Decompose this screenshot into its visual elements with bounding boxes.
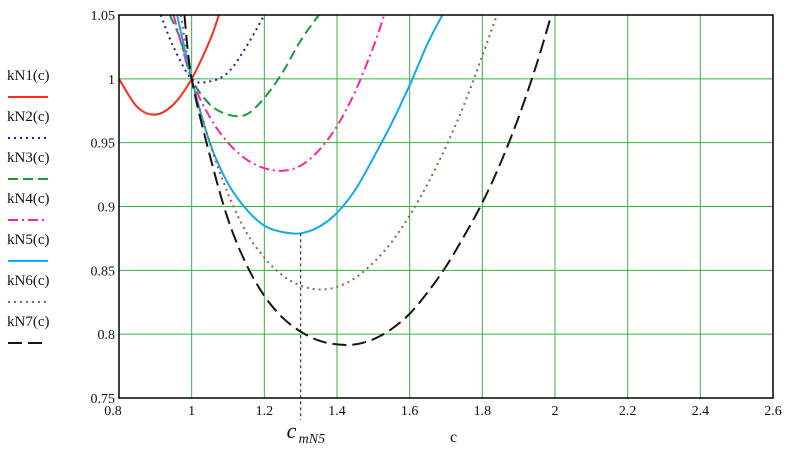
y-tick-label: 1	[108, 73, 115, 88]
annotation-label: c	[287, 418, 297, 443]
y-tick-label: 0.85	[91, 264, 116, 279]
annotation: c mN5	[287, 233, 325, 447]
series-line-2	[159, 15, 266, 84]
y-tick-label: 0.95	[91, 137, 116, 152]
series-line-1	[119, 15, 220, 116]
y-tick-label: 0.9	[98, 201, 116, 216]
x-axis-label: c	[450, 429, 457, 446]
legend-label: kN3(c)	[7, 150, 49, 166]
legend-label: kN4(c)	[7, 191, 49, 207]
legend: kN1(c) kN2(c) kN3(c) kN4(c) kN5(c) kN6(c) kN7(…	[7, 68, 49, 344]
x-tick-label: 1.4	[328, 404, 346, 419]
y-tick-label: 1.05	[91, 9, 116, 24]
x-tick-label: 1.8	[474, 404, 492, 419]
x-tick-label: 1.6	[401, 404, 419, 419]
legend-label: kN7(c)	[7, 314, 49, 330]
x-tick-label: 0.8	[104, 404, 122, 419]
annotation-subscript: mN5	[299, 432, 325, 447]
series-lines	[119, 15, 553, 346]
x-tick-label: 1.2	[256, 404, 274, 419]
y-tick-label: 0.75	[91, 392, 116, 407]
series-line-6	[179, 15, 498, 291]
legend-label: kN2(c)	[7, 109, 49, 125]
plot-border	[118, 14, 774, 399]
legend-label: kN1(c)	[7, 68, 49, 84]
legend-label: kN6(c)	[7, 273, 49, 289]
x-tick-label: 2	[552, 404, 559, 419]
legend-label: kN5(c)	[7, 232, 49, 248]
x-tick-label: 1	[188, 404, 195, 419]
x-tick-label: 2.2	[619, 404, 637, 419]
x-tick-label: 2.6	[764, 404, 782, 419]
series-line-4	[172, 15, 386, 172]
tick-labels: 0.8 1 1.2 1.4 1.6 1.8 2 2.2 2.4 2.60.750.80.850.9…	[91, 9, 782, 419]
x-tick-label: 2.4	[692, 404, 710, 419]
series-line-7	[183, 15, 553, 346]
y-tick-label: 0.8	[98, 328, 116, 343]
series-line-5	[176, 15, 444, 235]
